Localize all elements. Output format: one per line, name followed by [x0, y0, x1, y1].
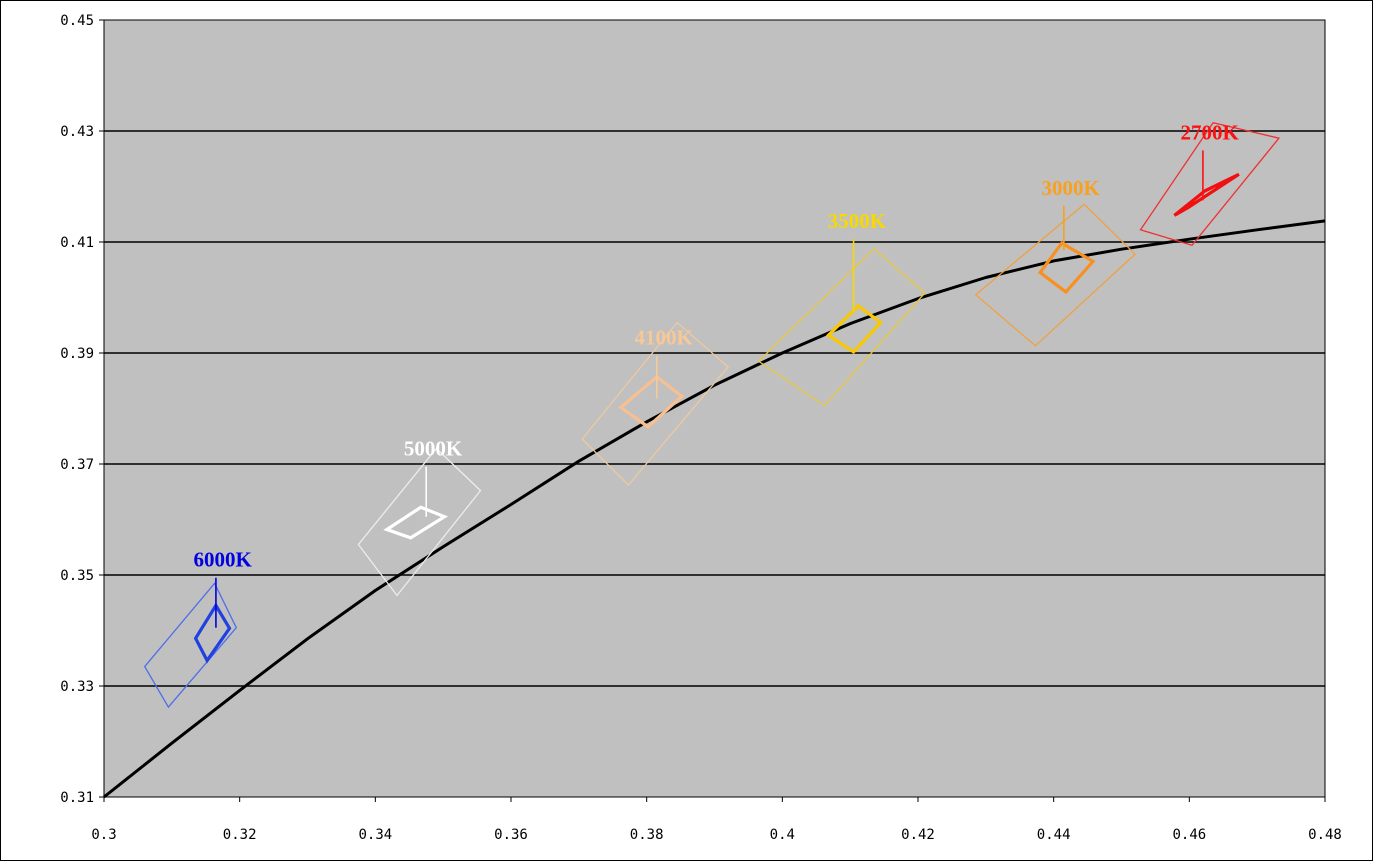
series-3500K: 3500K	[757, 209, 926, 407]
ytick-label-0.41: 0.41	[60, 235, 94, 251]
planckian-locus-curve	[103, 219, 1326, 799]
inner-quadrangle-3500K	[825, 303, 884, 354]
series-4100K: 4100K	[581, 321, 730, 487]
outer-quadrangle-6000K	[143, 582, 238, 709]
ytick-label-0.33: 0.33	[60, 679, 94, 695]
label-3000K: 3000K	[1041, 176, 1100, 200]
outer-quadrangle-3500K	[757, 247, 926, 407]
series-layer: 6000K 5000K 4100K 3500K 3000K 2700K	[103, 120, 1326, 799]
outer-quadrangle-4100K	[581, 321, 730, 487]
plot-layer	[104, 20, 1325, 797]
xtick-label-0.36: 0.36	[494, 827, 528, 843]
series-5000K: 5000K	[357, 437, 482, 597]
series-3000K: 3000K	[974, 176, 1137, 347]
xtick-label-0.42: 0.42	[901, 827, 935, 843]
inner-quadrangle-6000K	[193, 602, 232, 664]
plot-border	[103, 19, 1326, 798]
outer-quadrangle-5000K	[357, 447, 482, 597]
ytick-label-0.31: 0.31	[60, 790, 94, 806]
axis-layer: 0.31 0.33 0.35 0.37 0.39 0.41 0.43 0.45 0.3 0.32 0…	[60, 13, 1342, 843]
xtick-label-0.44: 0.44	[1037, 827, 1071, 843]
label-5000K: 5000K	[404, 437, 463, 461]
ytick-label-0.37: 0.37	[60, 457, 94, 473]
xtick-label-0.38: 0.38	[630, 827, 664, 843]
label-4100K: 4100K	[634, 326, 693, 350]
inner-quadrangle-2700K	[1173, 172, 1240, 217]
xtick-label-0.32: 0.32	[223, 827, 257, 843]
plot-area	[104, 20, 1325, 797]
inner-quadrangle-4100K	[618, 374, 685, 429]
label-6000K: 6000K	[194, 548, 253, 572]
xtick-label-0.4: 0.4	[770, 827, 795, 843]
outer-quadrangle-2700K	[1139, 121, 1281, 247]
inner-quadrangle-3000K	[1037, 240, 1096, 295]
ytick-label-0.43: 0.43	[60, 124, 94, 140]
label-2700K: 2700K	[1181, 120, 1240, 144]
xtick-label-0.3: 0.3	[91, 827, 116, 843]
series-2700K: 2700K	[1139, 120, 1281, 247]
outer-quadrangle-3000K	[974, 203, 1137, 347]
label-3500K: 3500K	[828, 209, 887, 233]
xtick-label-0.34: 0.34	[358, 827, 392, 843]
ytick-label-0.35: 0.35	[60, 568, 94, 584]
ytick-label-0.45: 0.45	[60, 13, 94, 29]
inner-quadrangle-5000K	[383, 505, 449, 540]
series-6000K: 6000K	[143, 548, 253, 709]
xtick-label-0.46: 0.46	[1172, 827, 1206, 843]
ytick-label-0.39: 0.39	[60, 346, 94, 362]
xtick-label-0.48: 0.48	[1308, 827, 1342, 843]
